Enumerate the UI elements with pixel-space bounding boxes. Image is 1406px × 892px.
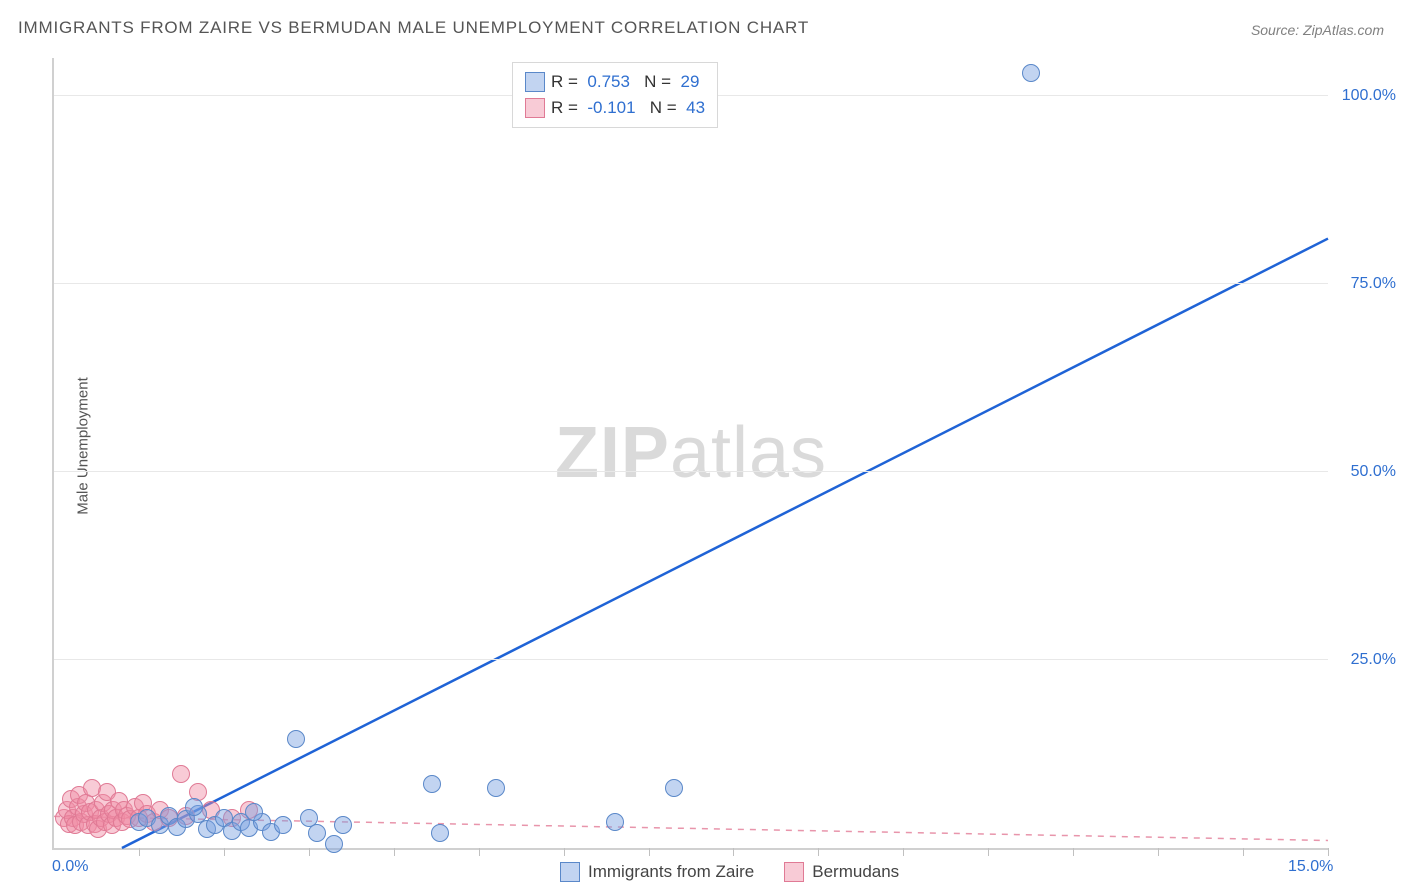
chart-title: IMMIGRANTS FROM ZAIRE VS BERMUDAN MALE U… bbox=[18, 18, 809, 38]
data-point bbox=[274, 816, 292, 834]
x-tick bbox=[988, 848, 989, 856]
x-tick bbox=[309, 848, 310, 856]
data-point bbox=[172, 765, 190, 783]
x-tick bbox=[649, 848, 650, 856]
scatter-plot-area: ZIPatlas 25.0%50.0%75.0%100.0%0.0%15.0% … bbox=[52, 58, 1328, 850]
data-point bbox=[431, 824, 449, 842]
series-legend-item: Immigrants from Zaire bbox=[560, 862, 754, 882]
trend-line bbox=[122, 239, 1328, 848]
data-point bbox=[423, 775, 441, 793]
x-tick bbox=[479, 848, 480, 856]
data-point bbox=[487, 779, 505, 797]
y-tick-label: 75.0% bbox=[1351, 275, 1396, 293]
legend-swatch bbox=[525, 72, 545, 92]
x-tick bbox=[394, 848, 395, 856]
data-point bbox=[334, 816, 352, 834]
series-legend-label: Immigrants from Zaire bbox=[588, 862, 754, 882]
data-point bbox=[245, 803, 263, 821]
x-tick bbox=[1158, 848, 1159, 856]
legend-swatch bbox=[525, 98, 545, 118]
y-tick-label: 100.0% bbox=[1342, 87, 1396, 105]
x-tick bbox=[1328, 848, 1329, 856]
x-tick-label: 15.0% bbox=[1288, 858, 1333, 876]
series-legend-item: Bermudans bbox=[784, 862, 899, 882]
gridline bbox=[54, 471, 1328, 472]
data-point bbox=[287, 730, 305, 748]
data-point bbox=[606, 813, 624, 831]
data-point bbox=[185, 798, 203, 816]
data-point bbox=[308, 824, 326, 842]
series-legend-label: Bermudans bbox=[812, 862, 899, 882]
gridline bbox=[54, 659, 1328, 660]
data-point bbox=[1022, 64, 1040, 82]
stats-legend-row: R = 0.753 N = 29 bbox=[525, 69, 705, 95]
gridline bbox=[54, 283, 1328, 284]
y-tick-label: 25.0% bbox=[1351, 651, 1396, 669]
trend-lines-svg bbox=[54, 58, 1328, 848]
legend-swatch bbox=[784, 862, 804, 882]
series-legend: Immigrants from Zaire Bermudans bbox=[560, 862, 899, 882]
x-tick-label: 0.0% bbox=[52, 858, 88, 876]
x-tick bbox=[139, 848, 140, 856]
x-tick bbox=[818, 848, 819, 856]
x-tick bbox=[1073, 848, 1074, 856]
source-attribution: Source: ZipAtlas.com bbox=[1251, 22, 1384, 38]
x-tick bbox=[903, 848, 904, 856]
data-point bbox=[325, 835, 343, 853]
stats-legend: R = 0.753 N = 29 R = -0.101 N = 43 bbox=[512, 62, 718, 128]
x-tick bbox=[1243, 848, 1244, 856]
data-point bbox=[665, 779, 683, 797]
x-tick bbox=[564, 848, 565, 856]
x-tick bbox=[733, 848, 734, 856]
y-tick-label: 50.0% bbox=[1351, 463, 1396, 481]
legend-swatch bbox=[560, 862, 580, 882]
x-tick bbox=[224, 848, 225, 856]
stats-text: R = -0.101 N = 43 bbox=[551, 95, 705, 121]
stats-legend-row: R = -0.101 N = 43 bbox=[525, 95, 705, 121]
stats-text: R = 0.753 N = 29 bbox=[551, 69, 699, 95]
